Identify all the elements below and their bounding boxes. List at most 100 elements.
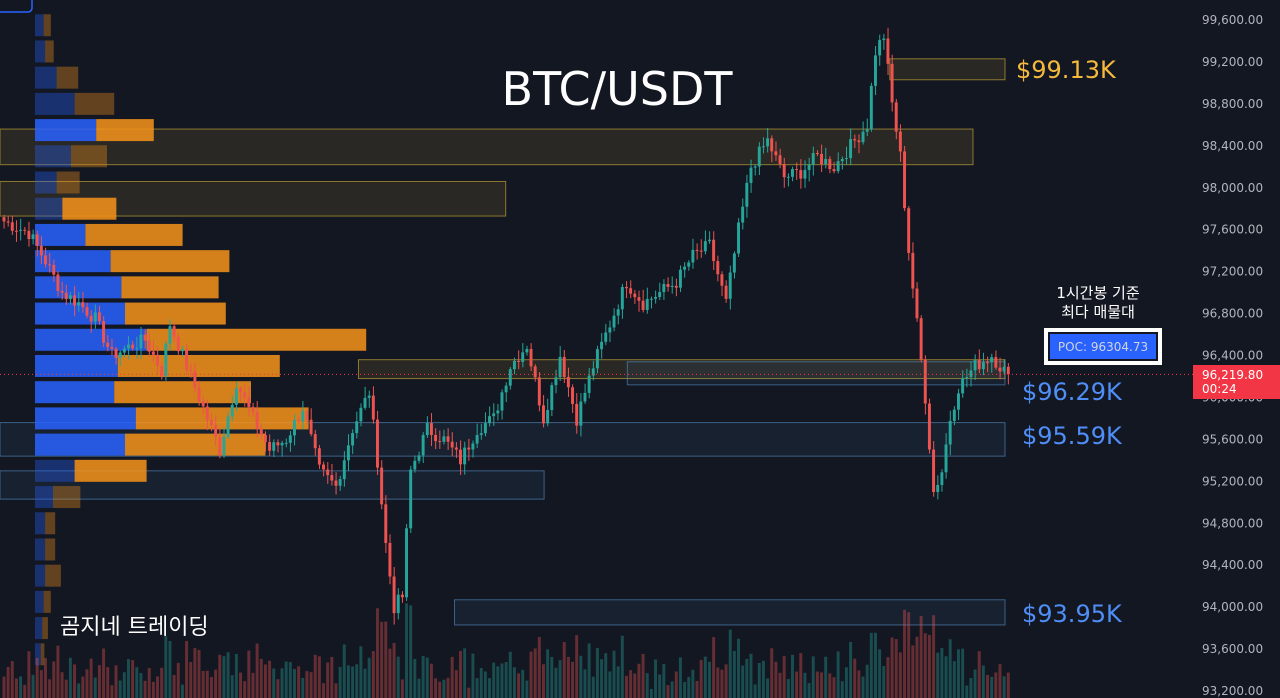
volume-bars: [2, 603, 1010, 698]
volume-profile-up-bar: [35, 486, 53, 509]
volume-bar: [761, 660, 765, 698]
candle: [450, 432, 454, 457]
volume-bar: [998, 664, 1002, 698]
candle: [122, 345, 126, 358]
volume-profile-up-bar: [35, 14, 44, 37]
candle: [475, 423, 479, 449]
candle: [687, 260, 691, 271]
candle: [546, 398, 550, 427]
volume-bar: [351, 666, 355, 698]
y-tick-label: 96,400.00: [1202, 349, 1263, 363]
candle: [234, 381, 238, 412]
candle: [691, 238, 695, 269]
candle: [214, 415, 218, 446]
volume-profile-up-bar: [35, 119, 97, 142]
volume-bar: [961, 648, 965, 698]
volume-bar: [720, 669, 724, 698]
volume-bar: [670, 681, 674, 698]
volume-profile-down-bar: [125, 433, 266, 456]
volume-bar: [882, 666, 886, 698]
volume-bar: [865, 664, 869, 698]
candle: [118, 350, 122, 366]
volume-bar: [932, 615, 936, 698]
volume-bar: [151, 681, 155, 698]
candle: [774, 141, 778, 161]
candle: [898, 124, 902, 162]
candle: [874, 46, 877, 96]
candle: [795, 162, 799, 180]
candle: [73, 286, 76, 317]
candle: [164, 340, 168, 381]
volume-bar: [525, 680, 529, 698]
volume-bar: [558, 660, 562, 698]
candle: [571, 384, 574, 413]
candle: [355, 411, 359, 439]
candle: [272, 439, 276, 458]
volume-bar: [180, 684, 184, 698]
candle: [496, 403, 500, 421]
volume-bar: [674, 671, 678, 698]
volume-profile-down-bar: [40, 643, 45, 666]
candle: [429, 413, 433, 447]
candle: [753, 164, 757, 176]
volume-bar: [243, 681, 247, 698]
poc-marker: POC: 96304.73: [1044, 328, 1162, 365]
candle: [786, 173, 790, 187]
top-left-button[interactable]: [0, 0, 33, 13]
volume-bar: [496, 666, 500, 698]
candle: [210, 413, 213, 432]
volume-bar: [14, 678, 18, 698]
candle: [683, 262, 687, 278]
volume-bar: [400, 679, 404, 698]
volume-profile-up-bar: [35, 590, 44, 613]
candle: [504, 382, 508, 403]
volume-bar: [371, 651, 375, 698]
volume-bar: [600, 659, 604, 698]
volume-bar: [994, 672, 998, 698]
candle: [160, 361, 164, 380]
candle: [205, 399, 209, 431]
volume-bar: [861, 676, 865, 698]
volume-bar: [434, 678, 438, 698]
volume-bar: [948, 639, 952, 698]
volume-bar: [392, 642, 396, 698]
volume-bar: [52, 661, 56, 698]
candle: [442, 429, 446, 445]
volume-bar: [338, 666, 342, 698]
candle: [454, 442, 458, 458]
candle: [135, 336, 139, 359]
volume-bar: [766, 678, 770, 698]
candle: [973, 354, 977, 381]
y-tick-label: 93,200.00: [1202, 684, 1263, 698]
candle: [230, 395, 234, 422]
candle: [247, 386, 251, 417]
candle: [708, 231, 711, 244]
volume-bar: [849, 642, 853, 698]
candle: [977, 349, 981, 374]
volume-bar: [247, 650, 251, 698]
candle: [35, 230, 39, 257]
volume-profile-down-bar: [146, 328, 367, 351]
candle: [587, 368, 591, 399]
volume-bar: [625, 675, 628, 698]
candle: [425, 416, 429, 438]
candle: [919, 315, 923, 363]
candle: [1002, 359, 1006, 375]
volume-bar: [923, 633, 927, 698]
volume-bar: [591, 676, 595, 698]
candle: [255, 401, 259, 438]
volume-bar: [724, 664, 728, 698]
volume-bar: [230, 675, 234, 698]
candle: [894, 98, 898, 140]
candle: [156, 346, 159, 375]
candle: [218, 428, 222, 459]
volume-bar: [450, 656, 454, 698]
timeframe-note-line-2: 최다 매물대: [1061, 303, 1135, 321]
volume-bar: [68, 657, 72, 698]
candle: [654, 290, 657, 304]
volume-profile-down-bar: [43, 590, 51, 613]
volume-bar: [425, 657, 429, 698]
volume-bar: [986, 674, 989, 698]
volume-bar: [807, 683, 811, 698]
